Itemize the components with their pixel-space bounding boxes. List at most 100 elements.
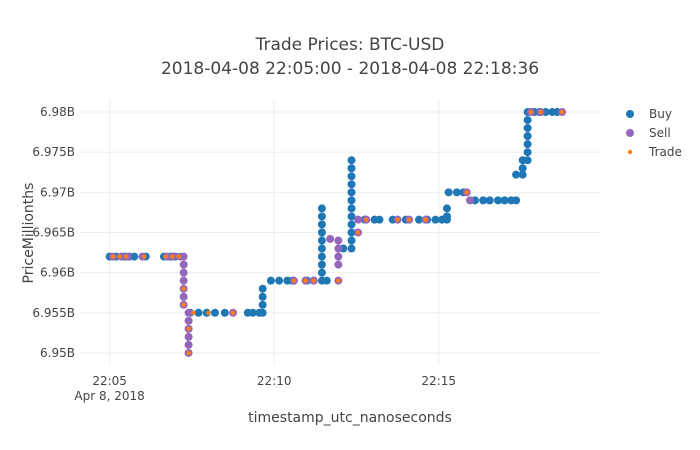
buy-point: [523, 132, 532, 141]
buy-point: [442, 212, 451, 221]
trade-point: [181, 302, 186, 307]
buy-point: [347, 236, 356, 245]
buy-point: [493, 196, 502, 205]
buy-point: [431, 215, 440, 224]
trade-point: [464, 190, 469, 195]
buy-point: [258, 300, 267, 309]
sell-point: [334, 260, 343, 269]
sell-point: [179, 276, 188, 285]
buy-point: [317, 252, 326, 261]
buy-point: [523, 156, 532, 165]
trade-point: [206, 310, 211, 316]
buy-point: [258, 308, 267, 317]
buy-point: [442, 204, 451, 213]
legend-item-sell[interactable]: Sell: [626, 126, 671, 140]
trade-point: [191, 310, 196, 316]
y-tick-label: 6.95B: [40, 346, 75, 360]
buy-point: [130, 252, 139, 261]
y-axis-ticks: 6.95B 6.955B 6.96B 6.965B 6.97B 6.975B 6.98B: [32, 105, 75, 360]
sell-point: [466, 196, 474, 205]
sell-point: [179, 252, 188, 261]
trade-point: [528, 109, 534, 115]
y-tick-label: 6.975B: [32, 145, 75, 159]
buy-point: [452, 188, 461, 197]
y-tick-label: 6.965B: [32, 226, 75, 240]
legend-label: Trade: [648, 145, 682, 159]
buy-point: [523, 116, 532, 125]
trade-point: [395, 217, 400, 222]
trade-point: [123, 254, 129, 259]
buy-point: [322, 276, 331, 285]
buy-point: [347, 220, 356, 229]
chart-subtitle: 2018-04-08 22:05:00 - 2018-04-08 22:18:3…: [161, 59, 539, 79]
sell-point: [184, 316, 193, 325]
buy-point: [518, 170, 527, 179]
sell-point: [184, 308, 193, 317]
trade-point: [423, 217, 428, 222]
buy-point: [500, 196, 509, 205]
legend-item-buy[interactable]: Buy: [626, 107, 672, 121]
trade-point: [364, 217, 369, 222]
trade-point: [186, 326, 191, 332]
y-tick-label: 6.96B: [40, 266, 75, 280]
chart-title: Trade Prices: BTC-USD: [255, 35, 445, 55]
x-axis-title: timestamp_utc_nanoseconds: [248, 410, 452, 426]
sell-point: [354, 215, 363, 224]
trade-point: [291, 278, 297, 283]
x-tick-sublabel: Apr 8, 2018: [74, 389, 144, 403]
buy-point: [518, 164, 527, 173]
buy-point: [210, 308, 219, 317]
buy-point: [347, 164, 356, 173]
legend-label: Sell: [649, 126, 671, 140]
buy-point: [347, 228, 356, 237]
buy-point: [347, 244, 356, 253]
buy-point: [414, 215, 423, 224]
buy-point: [317, 268, 326, 277]
trade-point: [117, 254, 122, 259]
buy-point: [317, 228, 326, 237]
buy-point: [512, 196, 521, 205]
buy-point: [317, 244, 326, 253]
buy-point: [317, 260, 326, 269]
trade-point: [559, 109, 565, 115]
sell-point: [334, 236, 343, 245]
y-tick-label: 6.955B: [32, 306, 75, 320]
plot-area: [105, 108, 567, 357]
buy-point: [258, 284, 267, 293]
legend[interactable]: Buy Sell Trade: [626, 107, 682, 159]
trade-point: [176, 254, 181, 259]
trade-point: [406, 217, 412, 222]
trade-point: [311, 278, 316, 283]
y-tick-label: 6.97B: [40, 185, 75, 199]
sell-point: [334, 252, 343, 261]
buy-point: [317, 220, 326, 229]
buy-point: [523, 124, 532, 133]
buy-point: [275, 276, 284, 285]
buy-point: [347, 188, 356, 197]
sell-point: [179, 268, 188, 277]
buy-point: [523, 140, 532, 149]
legend-marker: [626, 129, 634, 137]
y-tick-label: 6.98B: [40, 105, 75, 119]
buy-point: [317, 212, 326, 221]
trade-point: [163, 254, 168, 259]
sell-point: [326, 234, 335, 243]
trade-point: [181, 286, 186, 291]
buy-point: [317, 236, 326, 245]
series-trade: [110, 109, 565, 356]
legend-label: Buy: [649, 107, 672, 121]
buy-point: [523, 148, 532, 157]
legend-marker: [626, 110, 634, 118]
buy-point: [485, 196, 494, 205]
trade-point: [186, 350, 191, 356]
trade-point: [141, 254, 147, 259]
buy-point: [347, 156, 356, 165]
x-tick-label: 22:15: [421, 374, 456, 388]
buy-point: [512, 170, 521, 179]
legend-item-trade[interactable]: Trade: [627, 145, 682, 159]
buy-point: [317, 204, 326, 213]
buy-point: [347, 172, 356, 181]
buy-point: [194, 308, 203, 317]
